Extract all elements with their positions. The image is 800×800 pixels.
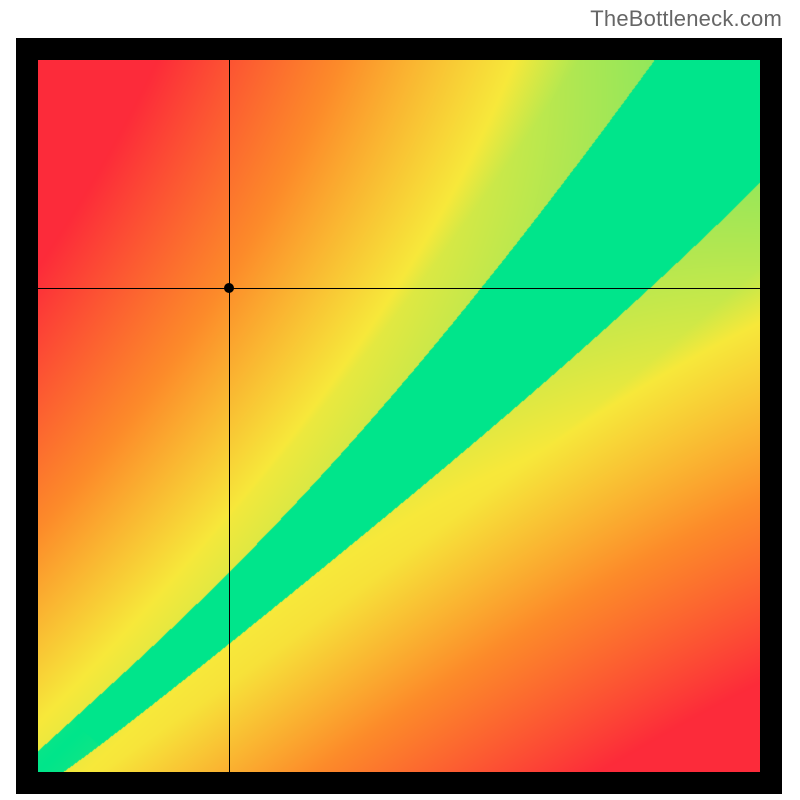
- chart-outer-frame: [16, 38, 782, 794]
- heatmap-plot: [38, 60, 760, 772]
- crosshair-marker: [224, 283, 234, 293]
- crosshair-horizontal: [38, 288, 760, 289]
- watermark-text: TheBottleneck.com: [590, 6, 782, 32]
- heatmap-canvas: [38, 60, 760, 772]
- figure-container: TheBottleneck.com: [0, 0, 800, 800]
- crosshair-vertical: [229, 60, 230, 772]
